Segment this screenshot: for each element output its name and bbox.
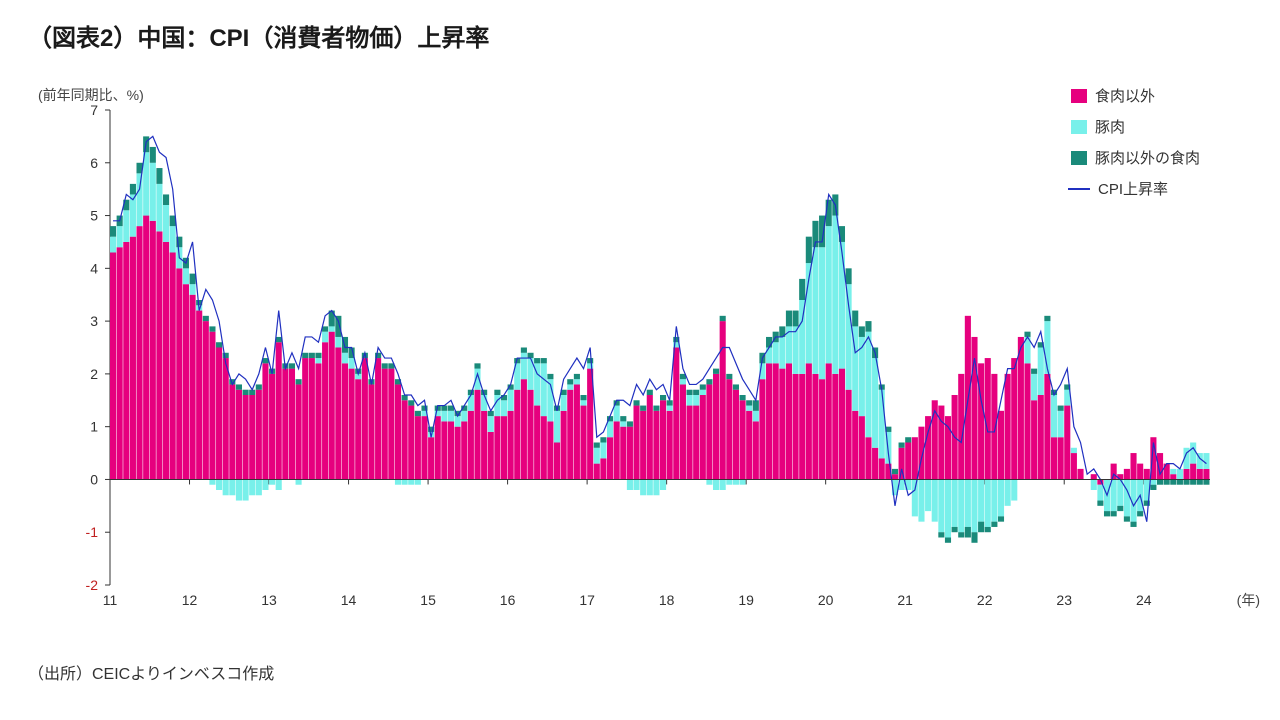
svg-text:24: 24 bbox=[1136, 592, 1152, 608]
svg-text:0: 0 bbox=[90, 471, 98, 487]
svg-text:6: 6 bbox=[90, 155, 98, 171]
svg-text:5: 5 bbox=[90, 208, 98, 224]
svg-text:13: 13 bbox=[261, 592, 277, 608]
x-axis-label: (年) bbox=[1237, 590, 1260, 610]
chart-title: （図表2）中国：CPI（消費者物価）上昇率 bbox=[28, 18, 489, 53]
svg-text:1: 1 bbox=[90, 419, 98, 435]
svg-text:22: 22 bbox=[977, 592, 993, 608]
svg-text:7: 7 bbox=[90, 102, 98, 118]
svg-text:3: 3 bbox=[90, 313, 98, 329]
svg-text:14: 14 bbox=[341, 592, 357, 608]
legend-swatch bbox=[1071, 89, 1087, 103]
svg-text:-1: -1 bbox=[86, 524, 99, 540]
svg-text:21: 21 bbox=[897, 592, 913, 608]
legend-item-non-meat: 食肉以外 bbox=[1071, 85, 1200, 106]
svg-text:12: 12 bbox=[182, 592, 198, 608]
chart-plot-area: -2-1012345671112131415161718192021222324 bbox=[110, 110, 1210, 585]
chart-container: （図表2）中国：CPI（消費者物価）上昇率 (前年同期比、%) (年) （出所）… bbox=[0, 0, 1280, 720]
svg-text:4: 4 bbox=[90, 260, 98, 276]
svg-text:20: 20 bbox=[818, 592, 834, 608]
svg-text:17: 17 bbox=[579, 592, 595, 608]
legend-label: 食肉以外 bbox=[1095, 85, 1155, 106]
svg-text:23: 23 bbox=[1056, 592, 1072, 608]
source-note: （出所）CEICよりインベスコ作成 bbox=[28, 660, 274, 684]
svg-text:16: 16 bbox=[500, 592, 516, 608]
svg-text:18: 18 bbox=[659, 592, 675, 608]
svg-text:19: 19 bbox=[738, 592, 754, 608]
svg-text:15: 15 bbox=[420, 592, 436, 608]
chart-svg: -2-1012345671112131415161718192021222324 bbox=[110, 110, 1210, 585]
svg-text:-2: -2 bbox=[86, 577, 99, 593]
svg-text:2: 2 bbox=[90, 366, 98, 382]
svg-text:11: 11 bbox=[103, 592, 118, 608]
